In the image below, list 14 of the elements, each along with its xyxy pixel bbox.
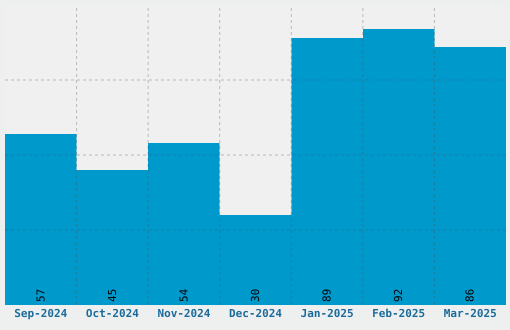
x-tick-label: Oct-2024: [86, 307, 140, 320]
data-label: 30: [249, 288, 262, 302]
data-label: 54: [177, 288, 190, 302]
data-label: 92: [392, 288, 406, 302]
x-tick-label: Nov-2024: [157, 307, 211, 320]
x-tick-label: Dec-2024: [229, 307, 282, 320]
data-label: 86: [464, 288, 477, 302]
x-tick-label: Sep-2024: [14, 307, 68, 320]
data-label: 89: [320, 288, 334, 302]
x-tick-label: Feb-2025: [372, 307, 426, 320]
x-tick-label: Mar-2025: [444, 307, 497, 320]
data-label: 45: [106, 288, 119, 302]
data-label: 57: [34, 288, 48, 302]
x-tick-label: Jan-2025: [300, 307, 354, 320]
